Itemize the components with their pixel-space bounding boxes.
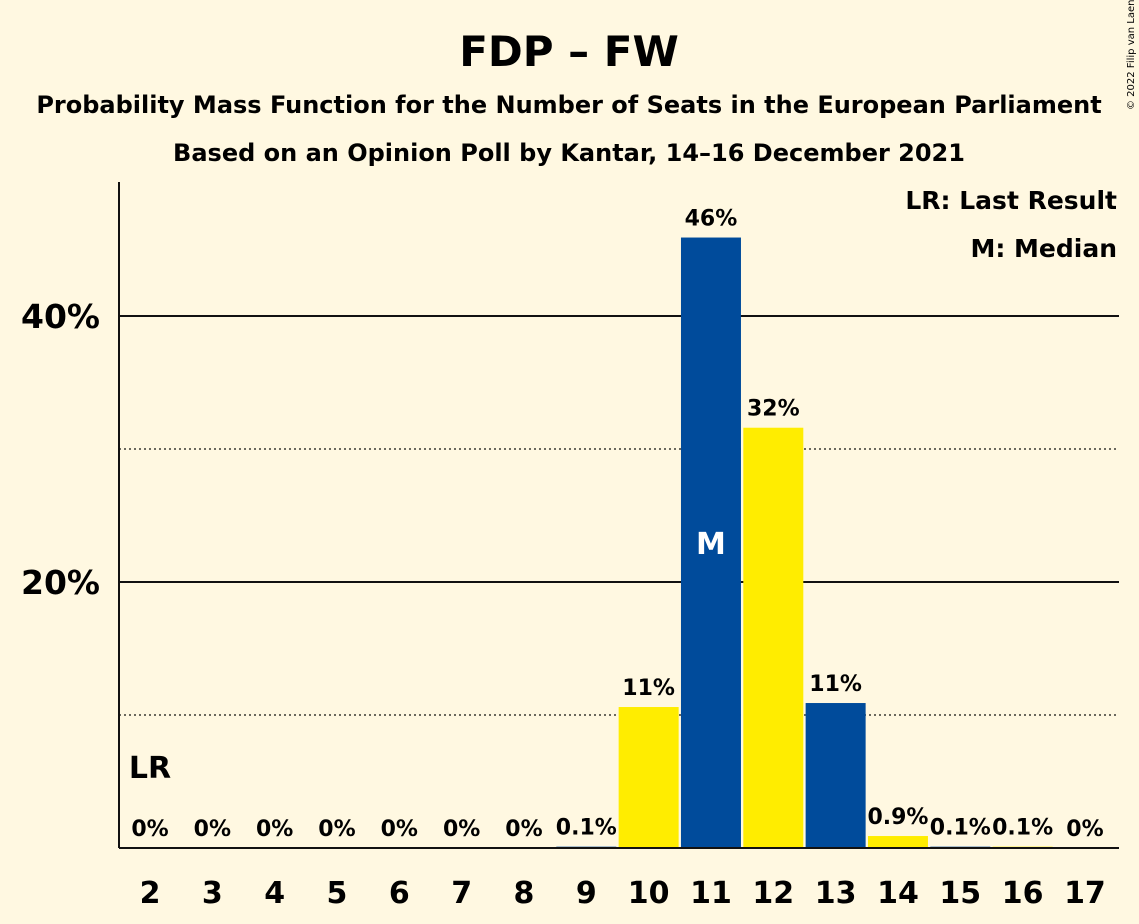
x-tick-label: 16 [1002, 876, 1044, 911]
data-label-8: 0% [505, 817, 542, 842]
y-axis-ticks: 20% 40% [21, 297, 100, 602]
bar-13 [805, 703, 866, 848]
y-tick-label: 20% [21, 563, 100, 602]
x-tick-label: 7 [451, 876, 472, 911]
data-label-11: 46% [685, 207, 738, 232]
bar-12 [743, 427, 804, 848]
data-label-2: 0% [131, 817, 168, 842]
last-result-marker: LR [129, 751, 171, 786]
data-label-13: 11% [809, 672, 862, 697]
chart-subtitle-poll: Based on an Opinion Poll by Kantar, 14–1… [173, 139, 965, 167]
data-label-6: 0% [381, 817, 418, 842]
chart-title: FDP – FW [459, 27, 679, 76]
data-label-3: 0% [194, 817, 231, 842]
data-label-9: 0.1% [556, 816, 617, 841]
bars [556, 237, 1053, 848]
data-label-15: 0.1% [930, 816, 991, 841]
gridlines [119, 315, 1119, 716]
data-labels: 0% 0% 0% 0% 0% 0% 0% 0.1%11%46%32%11%0.9% 0.1% 0.… [129, 207, 1104, 842]
copyright-notice: © 2022 Filip van Laenen [1126, 0, 1137, 110]
legend-last-result: LR: Last Result [905, 186, 1117, 215]
x-tick-label: 4 [264, 876, 285, 911]
x-tick-label: 3 [202, 876, 223, 911]
data-label-7: 0% [443, 817, 480, 842]
data-label-16: 0.1% [992, 816, 1053, 841]
data-label-10: 11% [622, 676, 675, 701]
x-tick-label: 5 [327, 876, 348, 911]
x-tick-label: 17 [1064, 876, 1106, 911]
bar-10 [618, 707, 679, 848]
y-tick-label: 40% [21, 297, 100, 336]
legend-median: M: Median [970, 234, 1117, 263]
median-marker: M [696, 527, 726, 562]
x-tick-label: 6 [389, 876, 410, 911]
data-label-5: 0% [318, 817, 355, 842]
x-tick-label: 11 [690, 876, 732, 911]
x-axis-ticks: 2 3 4 5 6 7 8 9 10 11 12 13 14 15 16 17 [140, 876, 1106, 911]
x-tick-label: 8 [514, 876, 535, 911]
x-tick-label: 14 [877, 876, 919, 911]
data-label-17: 0% [1066, 817, 1103, 842]
data-label-4: 0% [256, 817, 293, 842]
x-tick-label: 2 [140, 876, 161, 911]
x-tick-label: 9 [576, 876, 597, 911]
bar-11 [680, 237, 741, 848]
data-label-14: 0.9% [867, 805, 928, 830]
x-tick-label: 15 [939, 876, 981, 911]
bar-14 [867, 836, 928, 848]
x-tick-label: 13 [815, 876, 857, 911]
data-label-12: 32% [747, 397, 800, 422]
x-tick-label: 10 [628, 876, 670, 911]
x-tick-label: 12 [752, 876, 794, 911]
chart-subtitle-method: Probability Mass Function for the Number… [36, 91, 1101, 119]
